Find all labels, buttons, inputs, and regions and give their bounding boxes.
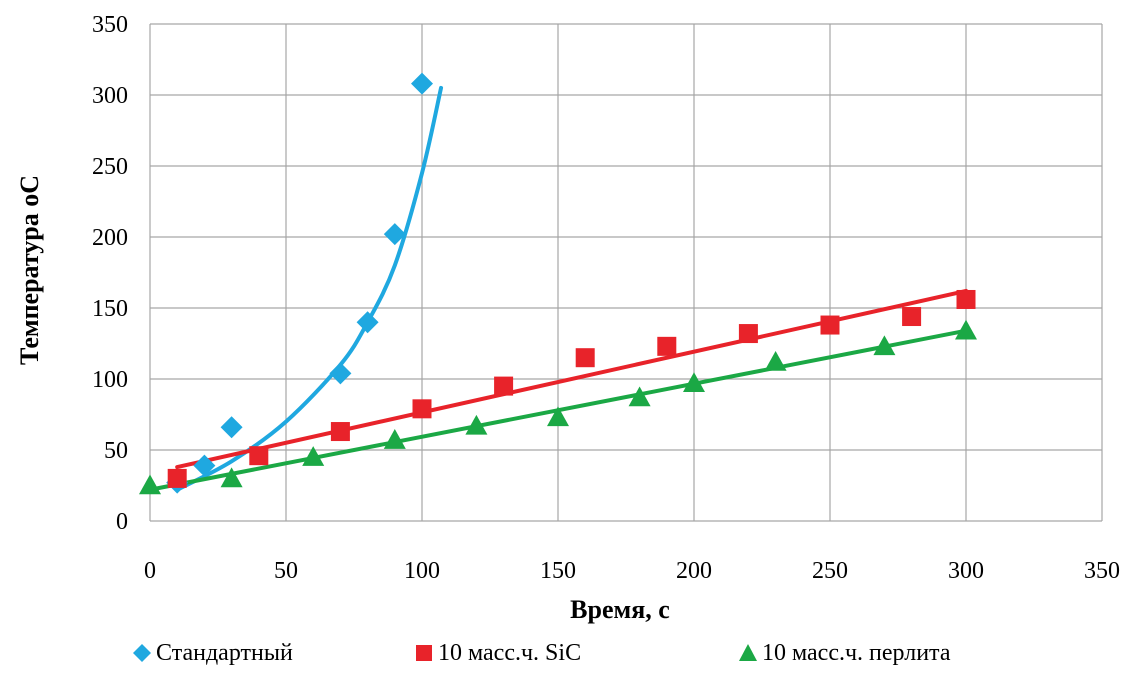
x-tick-label: 300 — [948, 558, 984, 584]
data-point-series-1 — [356, 311, 379, 334]
data-point-series-1 — [193, 454, 216, 477]
data-point-series-2 — [657, 336, 677, 356]
data-point-series-2 — [956, 289, 976, 309]
data-point-series-3 — [220, 467, 243, 488]
data-point-series-2 — [820, 315, 840, 335]
legend-marker-series-3 — [739, 644, 757, 661]
trendline-series-1 — [175, 85, 444, 492]
legend-label-series-1: Стандартный — [156, 640, 293, 666]
x-tick-label: 350 — [1084, 558, 1120, 584]
y-tick-label: 0 — [116, 509, 128, 535]
data-point-series-3 — [547, 406, 569, 427]
data-point-series-2 — [249, 446, 269, 466]
x-tick-label: 100 — [404, 558, 440, 584]
data-point-series-3 — [628, 386, 651, 407]
legend: Стандартный 10 масс.ч. SiC 10 масс.ч. перл… — [133, 640, 951, 666]
x-axis-ticks: 0 50 100 150 200 250 300 350 — [144, 558, 1120, 584]
data-point-series-1 — [220, 416, 243, 439]
data-point-series-2 — [575, 348, 595, 368]
data-point-series-1 — [383, 223, 406, 246]
data-point-series-3 — [465, 414, 488, 435]
data-point-series-2 — [412, 399, 432, 419]
y-tick-label: 100 — [92, 367, 128, 393]
data-point-series-1 — [411, 72, 433, 95]
data-point-series-3 — [139, 474, 161, 495]
data-point-series-1 — [329, 362, 352, 385]
y-tick-label: 50 — [104, 438, 128, 464]
y-axis-ticks: 0 50 100 150 200 250 300 350 — [92, 12, 128, 535]
data-point-series-2 — [330, 422, 350, 442]
x-tick-label: 150 — [540, 558, 576, 584]
x-tick-label: 200 — [676, 558, 712, 584]
data-point-series-2 — [167, 468, 187, 488]
x-tick-label: 250 — [812, 558, 848, 584]
y-tick-label: 150 — [92, 296, 128, 322]
data-points — [139, 72, 977, 495]
x-tick-label: 50 — [274, 558, 298, 584]
legend-marker-series-1 — [133, 644, 151, 662]
data-point-series-2 — [738, 324, 758, 344]
grid — [149, 23, 1103, 522]
y-tick-label: 200 — [92, 225, 128, 251]
data-point-series-3 — [683, 372, 705, 393]
data-point-series-2 — [902, 307, 922, 327]
x-tick-label: 0 — [144, 558, 156, 584]
y-tick-label: 350 — [92, 12, 128, 38]
legend-label-series-2: 10 масс.ч. SiC — [438, 640, 581, 666]
data-point-series-3 — [764, 350, 787, 371]
legend-label-series-3: 10 масс.ч. перлита — [762, 640, 951, 666]
data-point-series-3 — [873, 335, 896, 356]
y-tick-label: 300 — [92, 83, 128, 109]
y-axis-title: Температура оС — [15, 175, 44, 365]
y-tick-label: 250 — [92, 154, 128, 180]
data-point-series-3 — [302, 446, 325, 466]
data-point-series-2 — [494, 376, 514, 396]
legend-marker-series-2 — [416, 645, 432, 661]
data-point-series-3 — [955, 319, 977, 340]
x-axis-title: Время, с — [570, 595, 670, 624]
data-point-series-3 — [383, 429, 406, 449]
